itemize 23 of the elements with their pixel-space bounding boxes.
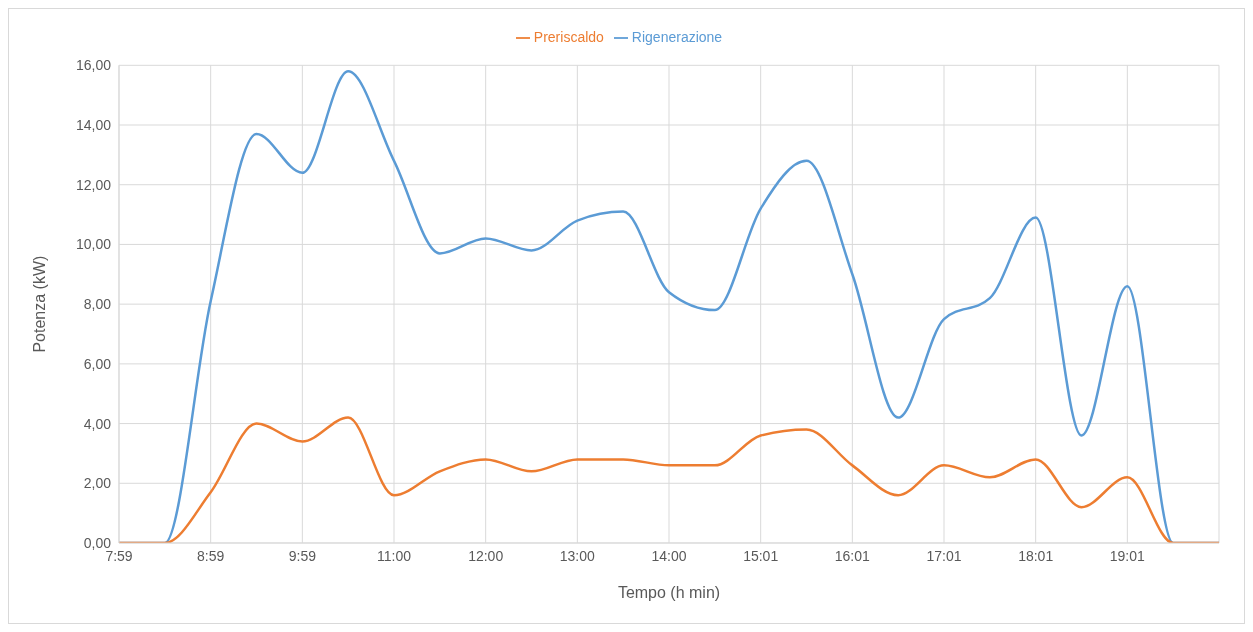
y-tick-label: 6,00 bbox=[83, 355, 112, 372]
x-tick-label: 8:59 bbox=[197, 547, 225, 564]
x-tick-label: 11:00 bbox=[377, 547, 412, 564]
y-tick-label: 2,00 bbox=[83, 475, 112, 492]
y-tick-label: 14,00 bbox=[75, 116, 112, 133]
x-axis-title: Tempo (h min) bbox=[617, 584, 721, 601]
x-tick-label: 13:00 bbox=[559, 547, 596, 564]
y-axis-title: Potenza (kW) bbox=[30, 255, 48, 353]
legend-label: Rigenerazione bbox=[631, 29, 723, 45]
y-tick-label: 10,00 bbox=[75, 236, 112, 253]
x-tick-label: 15:01 bbox=[743, 547, 779, 564]
x-tick-label: 19:01 bbox=[1109, 547, 1146, 564]
x-tick-label: 14:00 bbox=[651, 547, 687, 564]
x-tick-label: 12:00 bbox=[468, 547, 504, 564]
x-tick-label: 17:01 bbox=[926, 547, 962, 564]
x-tick-label: 16:01 bbox=[834, 547, 871, 564]
x-tick-label: 9:59 bbox=[288, 547, 317, 564]
x-tick-label: 18:01 bbox=[1018, 547, 1054, 564]
y-tick-label: 12,00 bbox=[75, 176, 112, 193]
legend-label: Preriscaldo bbox=[533, 29, 604, 45]
y-tick-label: 16,00 bbox=[75, 57, 112, 74]
y-tick-label: 4,00 bbox=[83, 415, 112, 432]
y-tick-label: 8,00 bbox=[83, 296, 112, 313]
